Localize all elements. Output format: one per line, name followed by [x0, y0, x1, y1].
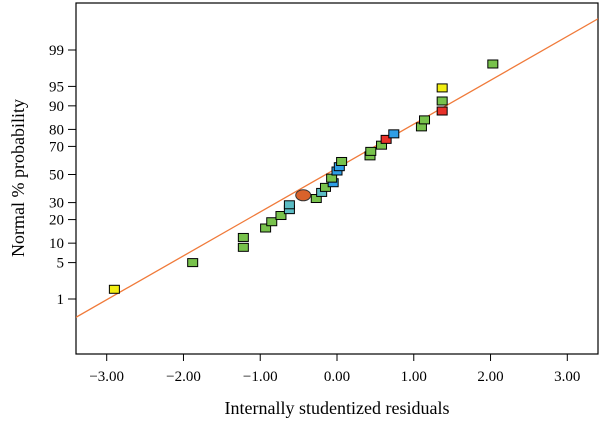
- data-point: [260, 223, 272, 233]
- data-point: [283, 200, 295, 210]
- x-tick-label: 3.00: [554, 369, 580, 385]
- data-point: [487, 59, 499, 69]
- x-tick-label: −3.00: [89, 369, 124, 385]
- tick-marks: [68, 49, 568, 361]
- y-tick-label: 90: [49, 99, 64, 115]
- x-tick-labels: −3.00 −2.00 −1.00 0.00 1.00 2.00 3.00: [89, 369, 580, 385]
- y-tick-label: 20: [49, 213, 64, 229]
- data-point: [319, 182, 331, 192]
- y-tick-label: 99: [49, 43, 64, 59]
- data-point: [388, 129, 400, 139]
- data-point-circle: [295, 189, 312, 202]
- y-tick-label: 95: [49, 79, 64, 95]
- y-tick-label: 50: [49, 168, 64, 184]
- y-tick-label: 30: [49, 196, 64, 212]
- y-tick-label: 1: [57, 292, 65, 308]
- x-axis-title: Internally studentized residuals: [225, 398, 450, 418]
- data-point: [380, 134, 392, 144]
- y-tick-label: 80: [49, 122, 64, 138]
- data-point: [266, 217, 278, 227]
- x-tick-label: −2.00: [166, 369, 201, 385]
- data-point: [336, 156, 348, 166]
- x-tick-label: −1.00: [243, 369, 278, 385]
- data-point: [436, 106, 448, 116]
- data-point: [365, 146, 377, 156]
- data-point: [237, 232, 249, 242]
- y-tick-label: 5: [57, 256, 65, 272]
- x-tick-label: 1.00: [401, 369, 427, 385]
- data-point: [275, 211, 287, 221]
- x-tick-label: 2.00: [477, 369, 503, 385]
- data-point: [436, 83, 448, 93]
- y-axis-title: Normal % probability: [8, 99, 28, 257]
- y-tick-label: 70: [49, 139, 64, 155]
- data-point: [108, 284, 120, 294]
- data-point: [187, 258, 199, 268]
- x-tick-label: 0.00: [324, 369, 350, 385]
- y-tick-label: 10: [49, 236, 64, 252]
- data-point: [237, 242, 249, 252]
- data-points: [108, 59, 499, 294]
- data-point: [436, 96, 448, 106]
- data-point: [419, 115, 431, 125]
